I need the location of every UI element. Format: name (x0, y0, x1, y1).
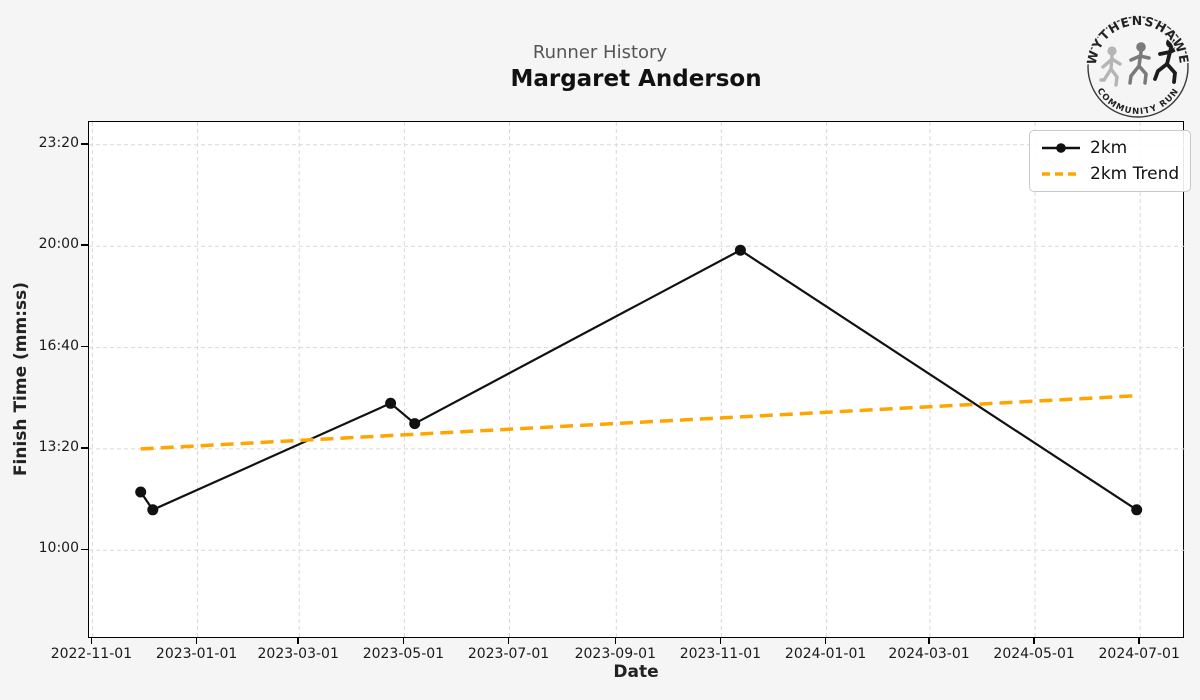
legend-sample-2km-line (1042, 143, 1080, 153)
x-tick-mark (719, 638, 722, 644)
x-axis-label: Date (613, 662, 659, 682)
y-tick-mark (81, 143, 88, 145)
runner-icon-dark (1153, 38, 1180, 84)
x-tick-mark (297, 638, 299, 644)
x-tick-mark (195, 638, 198, 644)
chart-suptitle: Runner History (532, 42, 668, 63)
x-tick-label: 2022-11-01 (50, 646, 133, 662)
x-tick-label: 2023-05-01 (362, 646, 445, 662)
x-tick-label: 2023-01-01 (155, 646, 238, 662)
x-tick-label: 2023-07-01 (467, 646, 550, 662)
y-axis-label: Finish Time (mm:ss) (11, 281, 31, 477)
y-tick-label: 16:40 (38, 337, 79, 354)
legend: 2km 2km Trend (1029, 130, 1192, 192)
legend-label-2km: 2km (1090, 138, 1128, 158)
x-tick-mark (928, 638, 930, 644)
x-tick-label: 2024-01-01 (784, 646, 867, 662)
plot-area (88, 121, 1185, 639)
x-tick-mark (402, 638, 405, 644)
legend-item-2km-trend: 2km Trend (1041, 164, 1179, 184)
x-tick-mark (824, 638, 827, 644)
logo-circle (1087, 16, 1189, 118)
x-tick-mark (507, 638, 510, 644)
y-tick-mark (81, 447, 88, 449)
logo-bottom-text: COMMUNITY RUN (1095, 86, 1182, 117)
runner-icon-mid (1128, 42, 1151, 85)
chart-title: Margaret Anderson (510, 66, 762, 92)
y-tick-mark (81, 548, 88, 551)
y-tick-label: 23:20 (38, 134, 79, 151)
x-tick-label: 2023-03-01 (257, 646, 339, 662)
legend-label-2km-trend: 2km Trend (1090, 164, 1180, 184)
y-tick-label: 20:00 (38, 236, 79, 253)
x-tick-label: 2023-09-01 (574, 646, 656, 662)
legend-item-2km: 2km (1041, 138, 1179, 158)
x-tick-label: 2024-05-01 (993, 646, 1075, 662)
y-tick-label: 10:00 (38, 540, 79, 557)
x-tick-label: 2024-07-01 (1098, 646, 1180, 662)
legend-sample-trend-line (1042, 172, 1080, 176)
club-logo: WYTHENSHAWE COMMUNITY RUN (1082, 11, 1192, 118)
y-tick-mark (81, 244, 88, 246)
y-tick-mark (81, 345, 88, 348)
x-tick-mark (614, 638, 617, 644)
runner-icon-light (1099, 46, 1122, 87)
x-tick-mark (1033, 638, 1035, 644)
x-tick-mark (90, 638, 93, 644)
x-tick-label: 2023-11-01 (679, 646, 762, 662)
x-tick-mark (1138, 638, 1140, 644)
y-tick-label: 13:20 (38, 438, 79, 455)
x-tick-label: 2024-03-01 (888, 646, 970, 662)
